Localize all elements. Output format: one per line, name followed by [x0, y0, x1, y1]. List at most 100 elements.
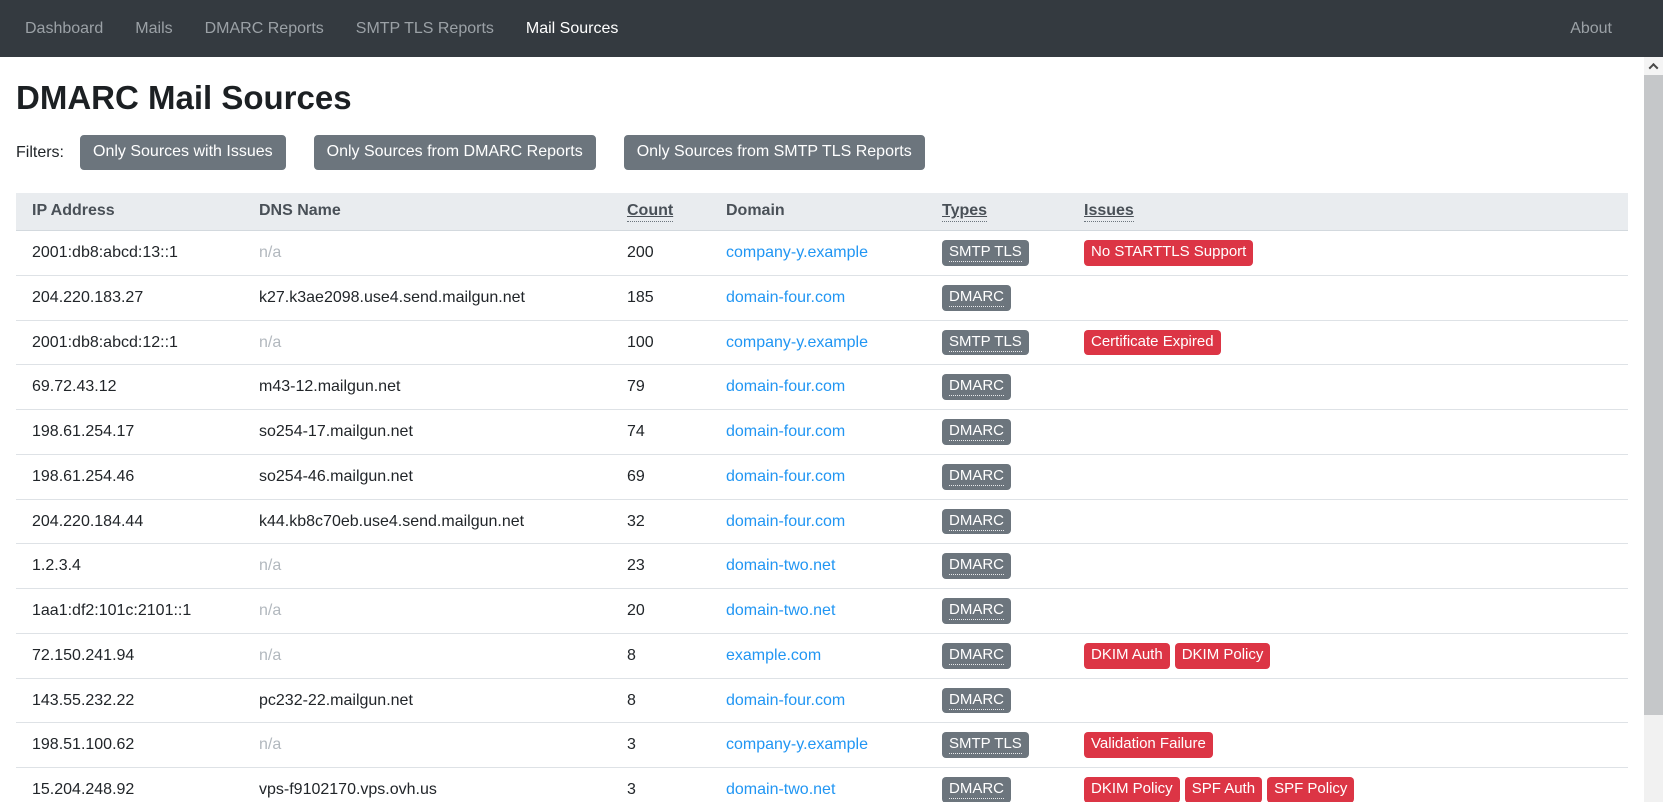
count-cell: 8: [611, 633, 710, 678]
type-badge-dmarc[interactable]: DMARC: [942, 643, 1011, 669]
issue-badge-spf-auth: SPF Auth: [1185, 777, 1262, 802]
types-cell: DMARC: [926, 410, 1068, 455]
ip-address-cell: 204.220.184.44: [16, 499, 243, 544]
table-header: IP AddressDNS NameCountDomainTypesIssues: [16, 193, 1628, 231]
issues-cell: Validation Failure: [1068, 723, 1628, 768]
sort-link-issues[interactable]: Issues: [1084, 202, 1134, 222]
domain-cell: domain-four.com: [710, 410, 926, 455]
issues-cell: [1068, 589, 1628, 634]
domain-link[interactable]: company-y.example: [726, 334, 868, 351]
type-badge-dmarc[interactable]: DMARC: [942, 598, 1011, 624]
ip-address-cell: 1aa1:df2:101c:2101::1: [16, 589, 243, 634]
table-row: 15.204.248.92vps-f9102170.vps.ovh.us3dom…: [16, 768, 1628, 802]
domain-link[interactable]: domain-four.com: [726, 468, 845, 485]
issue-badge-no-starttls-support: No STARTTLS Support: [1084, 240, 1253, 266]
type-badge-dmarc[interactable]: DMARC: [942, 285, 1011, 311]
domain-cell: domain-four.com: [710, 275, 926, 320]
mail-sources-table: IP AddressDNS NameCountDomainTypesIssues…: [16, 193, 1628, 802]
scrollbar-thumb[interactable]: [1644, 75, 1663, 715]
domain-link[interactable]: company-y.example: [726, 736, 868, 753]
issues-cell: [1068, 454, 1628, 499]
domain-cell: example.com: [710, 633, 926, 678]
type-badge-label: DMARC: [949, 646, 1004, 665]
issues-cell: DKIM PolicySPF AuthSPF Policy: [1068, 768, 1628, 802]
dns-name-cell: n/a: [243, 633, 611, 678]
type-badge-label: SMTP TLS: [949, 243, 1022, 262]
domain-link[interactable]: example.com: [726, 647, 821, 664]
types-cell: SMTP TLS: [926, 320, 1068, 365]
nav-item-dashboard[interactable]: Dashboard: [9, 12, 119, 46]
type-badge-dmarc[interactable]: DMARC: [942, 374, 1011, 400]
type-badge-smtp-tls[interactable]: SMTP TLS: [942, 732, 1029, 758]
type-badge-label: DMARC: [949, 288, 1004, 307]
domain-link[interactable]: domain-two.net: [726, 781, 835, 798]
dns-name-cell: n/a: [243, 231, 611, 276]
dns-name-cell: m43-12.mailgun.net: [243, 365, 611, 410]
issues-cell: [1068, 678, 1628, 723]
table-row: 2001:db8:abcd:13::1n/a200company-y.examp…: [16, 231, 1628, 276]
issue-badge-dkim-auth: DKIM Auth: [1084, 643, 1170, 669]
type-badge-smtp-tls[interactable]: SMTP TLS: [942, 240, 1029, 266]
nav-item-about[interactable]: About: [1554, 12, 1628, 45]
type-badge-dmarc[interactable]: DMARC: [942, 553, 1011, 579]
type-badge-dmarc[interactable]: DMARC: [942, 688, 1011, 714]
dns-name-cell: n/a: [243, 320, 611, 365]
ip-address-cell: 1.2.3.4: [16, 544, 243, 589]
type-badge-smtp-tls[interactable]: SMTP TLS: [942, 330, 1029, 356]
domain-cell: domain-two.net: [710, 768, 926, 802]
issue-badge-validation-failure: Validation Failure: [1084, 732, 1213, 758]
vertical-scrollbar[interactable]: [1644, 57, 1663, 802]
domain-link[interactable]: domain-two.net: [726, 602, 835, 619]
filter-button-only-smtp-tls-reports[interactable]: Only Sources from SMTP TLS Reports: [624, 135, 925, 169]
type-badge-label: DMARC: [949, 422, 1004, 441]
type-badge-label: DMARC: [949, 691, 1004, 710]
dns-name-cell: so254-46.mailgun.net: [243, 454, 611, 499]
type-badge-dmarc[interactable]: DMARC: [942, 509, 1011, 535]
column-header-types[interactable]: Types: [926, 193, 1068, 231]
domain-link[interactable]: domain-four.com: [726, 692, 845, 709]
types-cell: DMARC: [926, 678, 1068, 723]
domain-link[interactable]: domain-four.com: [726, 513, 845, 530]
domain-link[interactable]: domain-four.com: [726, 378, 845, 395]
type-badge-dmarc[interactable]: DMARC: [942, 419, 1011, 445]
count-cell: 32: [611, 499, 710, 544]
top-navbar: DashboardMailsDMARC ReportsSMTP TLS Repo…: [0, 0, 1663, 57]
table-row: 198.61.254.46so254-46.mailgun.net69domai…: [16, 454, 1628, 499]
domain-cell: domain-four.com: [710, 499, 926, 544]
nav-item-dmarc-reports[interactable]: DMARC Reports: [189, 12, 340, 46]
dns-name-cell: n/a: [243, 589, 611, 634]
types-cell: DMARC: [926, 499, 1068, 544]
nav-item-smtp-tls-reports[interactable]: SMTP TLS Reports: [340, 12, 510, 46]
types-cell: DMARC: [926, 365, 1068, 410]
column-header-domain: Domain: [710, 193, 926, 231]
count-cell: 23: [611, 544, 710, 589]
type-badge-dmarc[interactable]: DMARC: [942, 777, 1011, 802]
column-header-issues[interactable]: Issues: [1068, 193, 1628, 231]
domain-link[interactable]: domain-four.com: [726, 289, 845, 306]
issue-badge-spf-policy: SPF Policy: [1267, 777, 1354, 802]
domain-link[interactable]: company-y.example: [726, 244, 868, 261]
scrollbar-up-button[interactable]: [1644, 57, 1663, 75]
type-badge-label: SMTP TLS: [949, 333, 1022, 352]
type-badge-label: DMARC: [949, 601, 1004, 620]
nav-item-mail-sources[interactable]: Mail Sources: [510, 12, 634, 46]
dns-name-cell: n/a: [243, 544, 611, 589]
table-row: 204.220.184.44k44.kb8c70eb.use4.send.mai…: [16, 499, 1628, 544]
sort-link-count[interactable]: Count: [627, 202, 673, 222]
filter-button-only-issues[interactable]: Only Sources with Issues: [80, 135, 286, 169]
dns-name-cell: vps-f9102170.vps.ovh.us: [243, 768, 611, 802]
domain-cell: company-y.example: [710, 231, 926, 276]
sort-link-types[interactable]: Types: [942, 202, 987, 222]
domain-cell: domain-four.com: [710, 365, 926, 410]
column-header-count[interactable]: Count: [611, 193, 710, 231]
nav-item-mails[interactable]: Mails: [119, 12, 188, 46]
count-cell: 79: [611, 365, 710, 410]
count-cell: 200: [611, 231, 710, 276]
domain-link[interactable]: domain-four.com: [726, 423, 845, 440]
domain-link[interactable]: domain-two.net: [726, 557, 835, 574]
types-cell: DMARC: [926, 633, 1068, 678]
type-badge-dmarc[interactable]: DMARC: [942, 464, 1011, 490]
filter-button-only-dmarc-reports[interactable]: Only Sources from DMARC Reports: [314, 135, 596, 169]
type-badge-label: DMARC: [949, 377, 1004, 396]
count-cell: 8: [611, 678, 710, 723]
